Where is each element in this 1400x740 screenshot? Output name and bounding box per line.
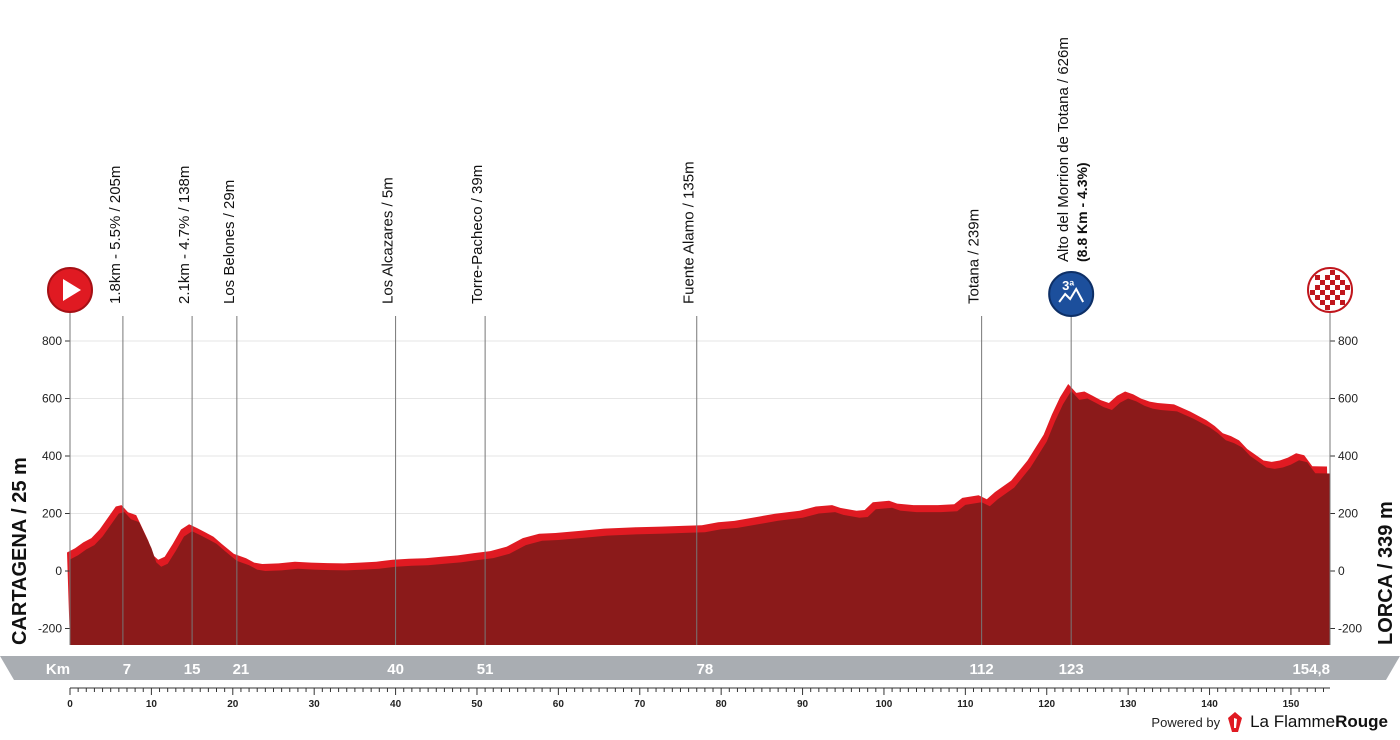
footer: Powered by La FlammeRouge <box>1151 710 1388 734</box>
checker-square <box>1345 285 1350 290</box>
profile-area <box>70 391 1330 645</box>
x-axis-km: 0 10 20 30 40 50 60 70 80 90 100 110 120 130 140 150 <box>67 687 1330 710</box>
y-tick-label: 200 <box>1338 507 1358 521</box>
waypoint-label: Alto del Morrion de Totana / 626m <box>1055 37 1072 262</box>
x-tick-label: 0 <box>67 699 73 710</box>
flame-logo-icon <box>1228 712 1243 732</box>
checker-square <box>1340 280 1345 285</box>
finish-label: LORCA / 339 m <box>1375 501 1397 645</box>
x-tick-label: 30 <box>309 699 321 710</box>
y-tick-label: 0 <box>55 564 62 578</box>
checker-square <box>1325 305 1330 310</box>
km-band-tick-label: 40 <box>387 661 404 678</box>
checker-square <box>1330 300 1335 305</box>
x-tick-label: 130 <box>1120 699 1137 710</box>
x-tick-label: 150 <box>1283 699 1300 710</box>
checker-square <box>1340 300 1345 305</box>
y-tick-label: -200 <box>1338 622 1362 636</box>
km-band-shape <box>0 656 1400 680</box>
brand-name-part2: Rouge <box>1335 712 1388 731</box>
checker-square <box>1335 295 1340 300</box>
start-icon <box>47 267 93 313</box>
waypoint-label: Los Belones / 29m <box>221 180 238 304</box>
y-tick-label: 800 <box>1338 334 1358 348</box>
checker-square <box>1315 295 1320 300</box>
x-tick-label: 140 <box>1201 699 1218 710</box>
checker-square <box>1325 285 1330 290</box>
brand-name: La FlammeRouge <box>1250 712 1388 732</box>
finish-icon <box>1307 267 1353 313</box>
x-tick-label: 90 <box>797 699 809 710</box>
waypoint-label: 1.8km - 5.5% / 205m <box>107 166 124 304</box>
km-band-tick-label: 21 <box>233 661 250 678</box>
mountain-icon <box>1058 286 1085 303</box>
waypoint-label: Torre-Pacheco / 39m <box>469 165 486 304</box>
km-band-tick-label: 51 <box>477 661 494 678</box>
waypoint-sublabel: (8.8 Km - 4.3%) <box>1074 162 1090 262</box>
waypoint-label: 2.1km - 4.7% / 138m <box>176 166 193 304</box>
x-tick-label: 10 <box>146 699 158 710</box>
x-tick-label: 110 <box>957 699 974 710</box>
y-tick-label: 800 <box>42 334 62 348</box>
climb-category-label: 3ª <box>1062 278 1074 293</box>
km-band: Km 7 15 21 40 51 78 112 123 154,8 <box>0 656 1400 680</box>
checker-square <box>1325 295 1330 300</box>
checker-square <box>1335 275 1340 280</box>
start-finish: CARTAGENA / 25 m LORCA / 339 m <box>9 267 1397 645</box>
km-band-tick-label: 7 <box>123 661 131 678</box>
brand-name-part1: La Flamme <box>1250 712 1336 731</box>
play-icon <box>63 279 81 301</box>
climb-badge-circle <box>1048 271 1095 317</box>
x-tick-label: 50 <box>471 699 483 710</box>
x-tick-label: 40 <box>390 699 402 710</box>
checker-square <box>1320 300 1325 305</box>
x-tick-label: 120 <box>1038 699 1055 710</box>
checker-square <box>1330 270 1335 275</box>
waypoint-label: Totana / 239m <box>966 209 983 304</box>
checker-square <box>1310 290 1315 295</box>
x-tick-label: 20 <box>227 699 239 710</box>
waypoint-label: Fuente Alamo / 135m <box>681 161 698 304</box>
km-band-tick-label: 123 <box>1059 661 1084 678</box>
x-tick-label: 80 <box>716 699 728 710</box>
km-band-tick-label: 154,8 <box>1292 661 1330 678</box>
y-tick-label: 200 <box>42 507 62 521</box>
checker-square <box>1325 275 1330 280</box>
checker-square <box>1315 275 1320 280</box>
checker-square <box>1320 290 1325 295</box>
x-tick-label: 70 <box>634 699 646 710</box>
checker-square <box>1330 290 1335 295</box>
y-tick-label: -200 <box>38 622 62 636</box>
waypoints: 1.8km - 5.5% / 205m 2.1km - 4.7% / 138m Lo… <box>107 37 1095 645</box>
start-label: CARTAGENA / 25 m <box>9 457 31 645</box>
checker-square <box>1320 280 1325 285</box>
waypoint-label: Los Alcazares / 5m <box>380 177 397 304</box>
km-band-unit-label: Km <box>46 661 70 678</box>
elevation-profile <box>67 384 1330 645</box>
checker-square <box>1335 285 1340 290</box>
y-tick-label: 0 <box>1338 564 1345 578</box>
y-tick-label: 400 <box>42 449 62 463</box>
y-axis-left: -200 0 200 400 600 800 <box>38 312 71 645</box>
km-band-tick-label: 112 <box>970 661 994 678</box>
checker-square <box>1330 280 1335 285</box>
checker-square <box>1315 285 1320 290</box>
x-tick-label: 100 <box>876 699 893 710</box>
powered-by-text: Powered by <box>1151 714 1221 730</box>
checker-square <box>1340 290 1345 295</box>
climb-category-badge: 3ª <box>1048 271 1095 317</box>
km-band-tick-label: 78 <box>697 661 714 678</box>
x-tick-label: 60 <box>553 699 565 710</box>
y-tick-label: 600 <box>1338 392 1358 406</box>
y-tick-label: 400 <box>1338 449 1358 463</box>
km-band-tick-label: 15 <box>184 661 201 678</box>
y-tick-label: 600 <box>42 392 62 406</box>
y-axis-right: -200 0 200 400 600 800 <box>1329 312 1362 645</box>
